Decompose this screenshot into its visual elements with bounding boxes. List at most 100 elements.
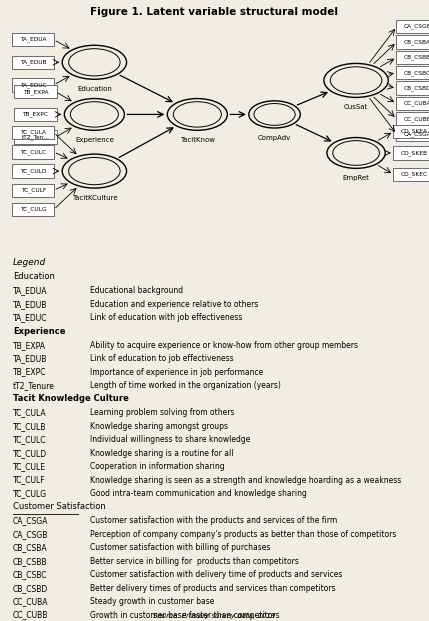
Text: CC_CUBA: CC_CUBA <box>403 101 429 106</box>
FancyBboxPatch shape <box>14 107 57 121</box>
Text: TC_CULG: TC_CULG <box>20 207 46 212</box>
Text: Tacit Knowledge Culture: Tacit Knowledge Culture <box>13 394 129 404</box>
Text: Better delivery times of products and services than competitors: Better delivery times of products and se… <box>90 584 336 592</box>
Text: Good intra-team communication and knowledge sharing: Good intra-team communication and knowle… <box>90 489 307 498</box>
Text: TC_CULB: TC_CULB <box>13 422 46 431</box>
FancyBboxPatch shape <box>396 51 429 64</box>
FancyBboxPatch shape <box>14 130 57 144</box>
FancyBboxPatch shape <box>12 165 54 178</box>
Text: Knowledge sharing is a routine for all: Knowledge sharing is a routine for all <box>90 449 233 458</box>
Text: TB_EXPA: TB_EXPA <box>23 89 48 94</box>
Text: Experience: Experience <box>75 137 114 143</box>
Text: Growth in customer base faster than competitors: Growth in customer base faster than comp… <box>90 610 280 620</box>
Text: TC_CULC: TC_CULC <box>13 435 46 444</box>
Text: TA_EDUA: TA_EDUA <box>13 286 47 296</box>
Text: CD_SKEC: CD_SKEC <box>401 171 428 178</box>
Text: TC_CULA: TC_CULA <box>20 130 46 135</box>
Text: CA_CSGB: CA_CSGB <box>13 530 48 539</box>
FancyBboxPatch shape <box>393 168 429 181</box>
Text: Link of education with job effectiveness: Link of education with job effectiveness <box>90 313 242 322</box>
FancyBboxPatch shape <box>12 126 54 139</box>
Text: Perception of company company's products as better than those of competitors: Perception of company company's products… <box>90 530 396 539</box>
Text: TC_CULD: TC_CULD <box>20 168 46 174</box>
Text: TA_EDUC: TA_EDUC <box>20 82 47 88</box>
Text: CB_CSBB: CB_CSBB <box>13 557 47 566</box>
FancyBboxPatch shape <box>12 145 54 158</box>
Text: CB_CSBB: CB_CSBB <box>404 55 429 60</box>
Text: TA_EDUB: TA_EDUB <box>20 60 46 65</box>
Text: TC_CULA: TC_CULA <box>13 409 46 417</box>
FancyBboxPatch shape <box>12 78 54 92</box>
Text: TC_CULF: TC_CULF <box>21 188 46 193</box>
FancyBboxPatch shape <box>396 112 429 125</box>
FancyBboxPatch shape <box>396 20 429 33</box>
Text: CA_CSGA: CA_CSGA <box>13 517 48 525</box>
Text: Learning problem solving from others: Learning problem solving from others <box>90 409 235 417</box>
Text: Figure 1. Latent variable structural model: Figure 1. Latent variable structural mod… <box>91 7 338 17</box>
Text: Legend: Legend <box>13 258 46 266</box>
Text: TC_CULC: TC_CULC <box>20 149 46 155</box>
Text: Better service in billing for  products than competitors: Better service in billing for products t… <box>90 557 299 566</box>
Text: CB_CSBA: CB_CSBA <box>13 543 48 552</box>
Text: CB_CSBD: CB_CSBD <box>403 85 429 91</box>
Text: Ability to acquire experience or know-how from other group members: Ability to acquire experience or know-ho… <box>90 341 358 350</box>
FancyBboxPatch shape <box>396 128 429 141</box>
Text: CompAdv: CompAdv <box>258 135 291 141</box>
Text: TacitKCulture: TacitKCulture <box>72 195 117 201</box>
Text: Importance of experience in job performance: Importance of experience in job performa… <box>90 368 263 376</box>
FancyBboxPatch shape <box>393 125 429 138</box>
FancyBboxPatch shape <box>12 203 54 216</box>
Text: TB_EXPC: TB_EXPC <box>22 112 48 117</box>
Text: TA_EDUC: TA_EDUC <box>13 313 47 322</box>
Text: TA_EDUB: TA_EDUB <box>13 300 47 309</box>
Text: Steady growth in customer base: Steady growth in customer base <box>90 597 214 606</box>
Text: TB_EXPA: TB_EXPA <box>13 341 46 350</box>
Text: Experience: Experience <box>13 327 65 336</box>
Text: Education and experience relative to others: Education and experience relative to oth… <box>90 300 258 309</box>
Text: Source: Primary survey data, 2019: Source: Primary survey data, 2019 <box>153 613 276 619</box>
Text: CusSat: CusSat <box>344 104 368 110</box>
FancyBboxPatch shape <box>12 184 54 197</box>
Text: CA_CSGA: CA_CSGA <box>403 132 429 137</box>
Text: TC_CULG: TC_CULG <box>13 489 47 498</box>
Text: Cooperation in information sharing: Cooperation in information sharing <box>90 462 225 471</box>
Text: Length of time worked in the organization (years): Length of time worked in the organizatio… <box>90 381 281 390</box>
Text: CC_CUBB: CC_CUBB <box>403 116 429 122</box>
Text: TacitKnow: TacitKnow <box>180 137 215 143</box>
Text: TC_CULF: TC_CULF <box>13 476 45 484</box>
Text: TC_CULD: TC_CULD <box>13 449 47 458</box>
Text: TA_EDUA: TA_EDUA <box>20 37 46 42</box>
FancyBboxPatch shape <box>12 56 54 69</box>
FancyBboxPatch shape <box>12 33 54 47</box>
Text: Education: Education <box>13 273 55 281</box>
Text: CB_CSBD: CB_CSBD <box>13 584 48 592</box>
Text: Customer Satisfaction: Customer Satisfaction <box>13 502 106 512</box>
Text: Link of education to job effectiveness: Link of education to job effectiveness <box>90 354 234 363</box>
Text: TB_EXPC: TB_EXPC <box>13 368 46 376</box>
Text: Customer satisfaction with the products and services of the firm: Customer satisfaction with the products … <box>90 517 337 525</box>
Text: Knowledge sharing amongst groups: Knowledge sharing amongst groups <box>90 422 228 431</box>
Text: Education: Education <box>77 86 112 92</box>
Text: TA_EDUB: TA_EDUB <box>13 354 47 363</box>
Text: CC_CUBB: CC_CUBB <box>13 610 48 620</box>
Text: Educational background: Educational background <box>90 286 183 296</box>
Text: CB_CSBC: CB_CSBC <box>404 70 429 76</box>
Text: CD_SKEB: CD_SKEB <box>401 150 428 156</box>
FancyBboxPatch shape <box>396 81 429 95</box>
Text: Individual willingness to share knowledge: Individual willingness to share knowledg… <box>90 435 251 444</box>
Text: TC_CULE: TC_CULE <box>13 462 46 471</box>
Text: CD_SKEA: CD_SKEA <box>401 129 428 134</box>
Text: CC_CUBA: CC_CUBA <box>13 597 48 606</box>
Text: tT2_Tenure: tT2_Tenure <box>13 381 55 390</box>
Text: EmpRet: EmpRet <box>343 175 369 181</box>
Text: Customer satisfaction with delivery time of products and services: Customer satisfaction with delivery time… <box>90 570 342 579</box>
Text: Knowledge sharing is seen as a strength and knowledge hoarding as a weakness: Knowledge sharing is seen as a strength … <box>90 476 402 484</box>
FancyBboxPatch shape <box>14 85 57 99</box>
Text: CB_CSBA: CB_CSBA <box>404 39 429 45</box>
Text: CA_CSGB: CA_CSGB <box>403 24 429 29</box>
FancyBboxPatch shape <box>396 66 429 79</box>
FancyBboxPatch shape <box>393 147 429 160</box>
FancyBboxPatch shape <box>396 97 429 110</box>
Text: CB_CSBC: CB_CSBC <box>13 570 47 579</box>
Text: tT2_Ten...: tT2_Ten... <box>21 134 49 140</box>
